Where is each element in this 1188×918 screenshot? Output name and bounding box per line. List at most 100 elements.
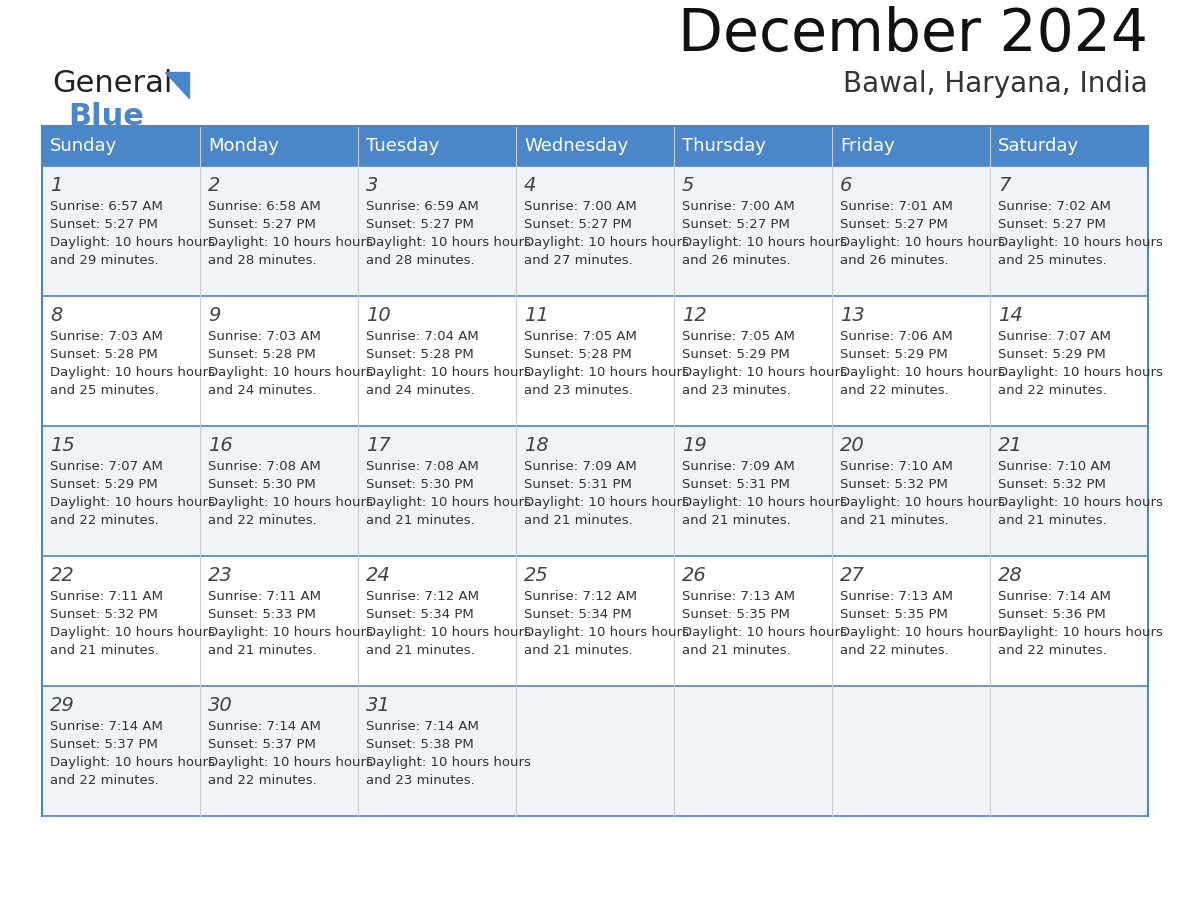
Text: Sunrise: 7:00 AM: Sunrise: 7:00 AM: [682, 200, 795, 213]
Text: Daylight: 10 hours hours: Daylight: 10 hours hours: [998, 626, 1163, 639]
Text: and 26 minutes.: and 26 minutes.: [682, 254, 791, 267]
Text: and 22 minutes.: and 22 minutes.: [840, 644, 949, 657]
Text: Sunset: 5:27 PM: Sunset: 5:27 PM: [366, 218, 474, 231]
Text: Sunrise: 7:14 AM: Sunrise: 7:14 AM: [366, 720, 479, 733]
Text: Sunrise: 7:06 AM: Sunrise: 7:06 AM: [840, 330, 953, 343]
Text: Daylight: 10 hours hours: Daylight: 10 hours hours: [682, 626, 847, 639]
Text: 5: 5: [682, 176, 694, 195]
Text: and 21 minutes.: and 21 minutes.: [208, 644, 317, 657]
Text: and 26 minutes.: and 26 minutes.: [840, 254, 949, 267]
Text: Thursday: Thursday: [682, 137, 766, 155]
Text: 12: 12: [682, 306, 707, 325]
Text: Sunset: 5:35 PM: Sunset: 5:35 PM: [840, 608, 948, 621]
Text: and 22 minutes.: and 22 minutes.: [208, 774, 317, 787]
Text: Daylight: 10 hours hours: Daylight: 10 hours hours: [840, 626, 1005, 639]
Text: Sunset: 5:37 PM: Sunset: 5:37 PM: [208, 738, 316, 751]
Text: Sunrise: 7:09 AM: Sunrise: 7:09 AM: [682, 460, 795, 473]
Text: Daylight: 10 hours hours: Daylight: 10 hours hours: [208, 236, 373, 249]
Text: Sunset: 5:28 PM: Sunset: 5:28 PM: [524, 348, 632, 361]
Text: Sunset: 5:27 PM: Sunset: 5:27 PM: [682, 218, 790, 231]
Bar: [42, 296, 1148, 426]
Text: Sunrise: 7:12 AM: Sunrise: 7:12 AM: [366, 590, 479, 603]
Text: Sunrise: 7:13 AM: Sunrise: 7:13 AM: [682, 590, 795, 603]
Text: Sunrise: 7:04 AM: Sunrise: 7:04 AM: [366, 330, 479, 343]
Text: 19: 19: [682, 436, 707, 455]
Text: December 2024: December 2024: [678, 6, 1148, 63]
Text: 21: 21: [998, 436, 1023, 455]
Text: and 21 minutes.: and 21 minutes.: [682, 514, 791, 527]
Text: Sunset: 5:27 PM: Sunset: 5:27 PM: [50, 218, 158, 231]
Text: Sunrise: 6:57 AM: Sunrise: 6:57 AM: [50, 200, 163, 213]
Text: 3: 3: [366, 176, 378, 195]
Text: Sunset: 5:29 PM: Sunset: 5:29 PM: [840, 348, 948, 361]
Text: Blue: Blue: [68, 102, 144, 131]
Text: Daylight: 10 hours hours: Daylight: 10 hours hours: [524, 496, 689, 509]
Text: Sunrise: 7:00 AM: Sunrise: 7:00 AM: [524, 200, 637, 213]
Text: Sunrise: 7:11 AM: Sunrise: 7:11 AM: [50, 590, 163, 603]
Text: and 28 minutes.: and 28 minutes.: [208, 254, 317, 267]
Text: Friday: Friday: [840, 137, 895, 155]
Text: and 21 minutes.: and 21 minutes.: [366, 644, 475, 657]
Text: 22: 22: [50, 566, 75, 585]
Text: Sunset: 5:31 PM: Sunset: 5:31 PM: [682, 478, 790, 491]
Text: 15: 15: [50, 436, 75, 455]
Text: Sunrise: 7:11 AM: Sunrise: 7:11 AM: [208, 590, 321, 603]
Text: General: General: [52, 69, 172, 98]
Text: Sunrise: 7:14 AM: Sunrise: 7:14 AM: [208, 720, 321, 733]
Text: Daylight: 10 hours hours: Daylight: 10 hours hours: [524, 366, 689, 379]
Text: Sunrise: 7:08 AM: Sunrise: 7:08 AM: [208, 460, 321, 473]
Text: Sunrise: 7:02 AM: Sunrise: 7:02 AM: [998, 200, 1111, 213]
Text: 6: 6: [840, 176, 852, 195]
Text: and 25 minutes.: and 25 minutes.: [998, 254, 1107, 267]
Bar: [42, 126, 1148, 166]
Text: Daylight: 10 hours hours: Daylight: 10 hours hours: [366, 626, 531, 639]
Text: Daylight: 10 hours hours: Daylight: 10 hours hours: [366, 496, 531, 509]
Text: 18: 18: [524, 436, 549, 455]
Text: Wednesday: Wednesday: [524, 137, 628, 155]
Text: Sunset: 5:27 PM: Sunset: 5:27 PM: [208, 218, 316, 231]
Text: and 22 minutes.: and 22 minutes.: [50, 514, 159, 527]
Text: Monday: Monday: [208, 137, 279, 155]
Text: and 21 minutes.: and 21 minutes.: [524, 644, 633, 657]
Text: and 21 minutes.: and 21 minutes.: [998, 514, 1107, 527]
Text: Tuesday: Tuesday: [366, 137, 440, 155]
Text: Sunset: 5:28 PM: Sunset: 5:28 PM: [366, 348, 474, 361]
Text: Daylight: 10 hours hours: Daylight: 10 hours hours: [208, 626, 373, 639]
Text: and 23 minutes.: and 23 minutes.: [682, 384, 791, 397]
Text: Sunset: 5:36 PM: Sunset: 5:36 PM: [998, 608, 1106, 621]
Text: Sunrise: 7:07 AM: Sunrise: 7:07 AM: [998, 330, 1111, 343]
Text: Daylight: 10 hours hours: Daylight: 10 hours hours: [50, 366, 215, 379]
Text: Daylight: 10 hours hours: Daylight: 10 hours hours: [840, 496, 1005, 509]
Text: Sunrise: 7:14 AM: Sunrise: 7:14 AM: [998, 590, 1111, 603]
Text: Sunset: 5:29 PM: Sunset: 5:29 PM: [998, 348, 1106, 361]
Text: Sunrise: 7:09 AM: Sunrise: 7:09 AM: [524, 460, 637, 473]
Text: 17: 17: [366, 436, 391, 455]
Text: Sunrise: 7:05 AM: Sunrise: 7:05 AM: [682, 330, 795, 343]
Text: and 21 minutes.: and 21 minutes.: [366, 514, 475, 527]
Text: Sunset: 5:29 PM: Sunset: 5:29 PM: [682, 348, 790, 361]
Text: Daylight: 10 hours hours: Daylight: 10 hours hours: [50, 236, 215, 249]
Text: Bawal, Haryana, India: Bawal, Haryana, India: [843, 70, 1148, 98]
Text: Daylight: 10 hours hours: Daylight: 10 hours hours: [682, 496, 847, 509]
Text: Sunset: 5:27 PM: Sunset: 5:27 PM: [998, 218, 1106, 231]
Text: Sunrise: 7:13 AM: Sunrise: 7:13 AM: [840, 590, 953, 603]
Text: Daylight: 10 hours hours: Daylight: 10 hours hours: [366, 366, 531, 379]
Bar: [42, 686, 1148, 816]
Text: 1: 1: [50, 176, 63, 195]
Text: 2: 2: [208, 176, 221, 195]
Text: and 24 minutes.: and 24 minutes.: [366, 384, 475, 397]
Text: Daylight: 10 hours hours: Daylight: 10 hours hours: [208, 366, 373, 379]
Text: and 21 minutes.: and 21 minutes.: [840, 514, 949, 527]
Text: Daylight: 10 hours hours: Daylight: 10 hours hours: [50, 626, 215, 639]
Text: 31: 31: [366, 696, 391, 715]
Text: 8: 8: [50, 306, 63, 325]
Text: and 22 minutes.: and 22 minutes.: [50, 774, 159, 787]
Text: Sunday: Sunday: [50, 137, 118, 155]
Text: Sunrise: 7:01 AM: Sunrise: 7:01 AM: [840, 200, 953, 213]
Text: Daylight: 10 hours hours: Daylight: 10 hours hours: [682, 236, 847, 249]
Text: Sunset: 5:28 PM: Sunset: 5:28 PM: [50, 348, 158, 361]
Text: and 27 minutes.: and 27 minutes.: [524, 254, 633, 267]
Text: Sunset: 5:37 PM: Sunset: 5:37 PM: [50, 738, 158, 751]
Text: Sunrise: 6:59 AM: Sunrise: 6:59 AM: [366, 200, 479, 213]
Text: Saturday: Saturday: [998, 137, 1079, 155]
